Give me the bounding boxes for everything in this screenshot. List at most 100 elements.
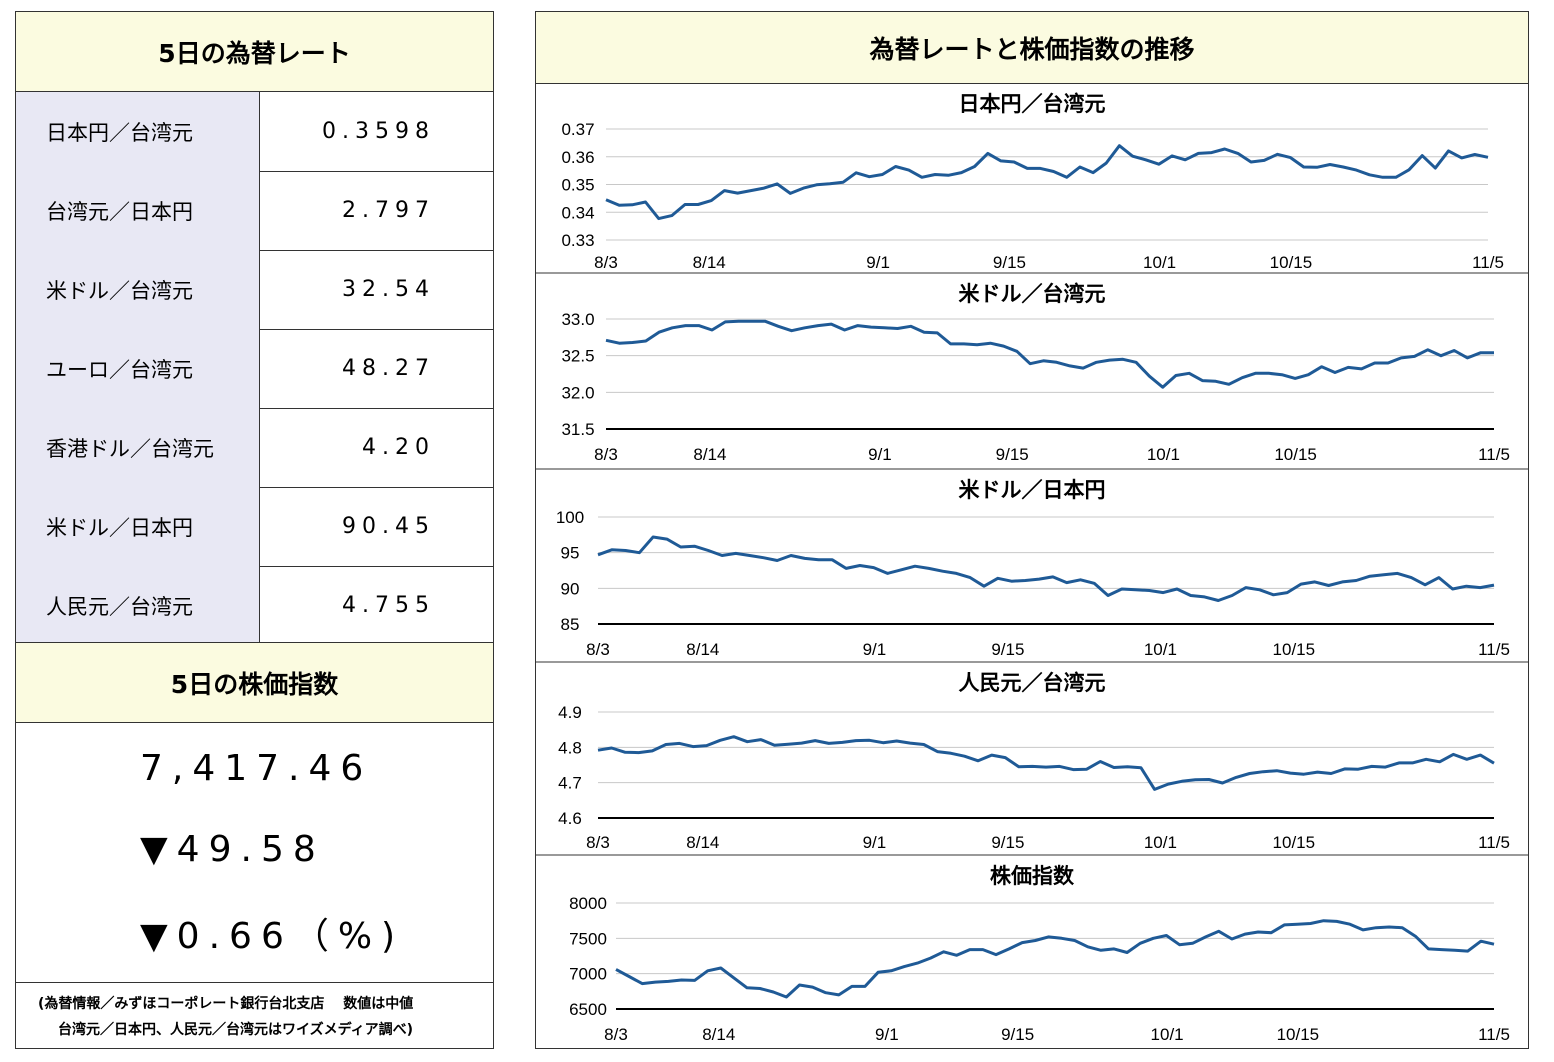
x-tick-label: 10/15	[1270, 253, 1313, 272]
chart-title: 日本円／台湾元	[959, 92, 1106, 116]
rates-panel: 5日の為替レート 日本円／台湾元 0.3598 台湾元／日本円 2.797 米ドル／台湾…	[15, 11, 494, 1049]
chart-5: 株価指数 6500 7000 7500 8000 8/3 8/14 9/1 9/15 10/1 10…	[536, 854, 1528, 1044]
x-tick-label: 8/3	[594, 253, 618, 272]
x-tick-label: 9/1	[866, 253, 890, 272]
x-tick-label: 8/14	[702, 1025, 735, 1044]
chart-3: 米ドル／日本円 85 90 95 100 8/3 8/14 9/1 9/15 10/1 10/15 1…	[536, 468, 1528, 659]
x-tick-label: 11/5	[1472, 253, 1504, 272]
x-tick-label: 9/1	[863, 833, 887, 852]
y-tick-label: 85	[561, 615, 580, 634]
y-tick-label: 0.36	[561, 148, 594, 167]
rate-row: ユーロ／台湾元 48.27	[16, 329, 493, 409]
y-tick-label: 8000	[569, 894, 607, 913]
rate-row: 香港ドル／台湾元 4.20	[16, 408, 493, 488]
y-tick-label: 32.0	[561, 383, 594, 402]
x-tick-label: 8/3	[586, 640, 610, 659]
charts-title: 為替レートと株価指数の推移	[536, 12, 1528, 84]
x-tick-label: 9/15	[991, 833, 1024, 852]
stock-title: 5日の株価指数	[16, 642, 493, 723]
x-tick-label: 8/3	[594, 445, 618, 464]
rate-row: 人民元／台湾元 4.755	[16, 566, 493, 646]
x-tick-label: 10/15	[1274, 445, 1317, 464]
rate-label: ユーロ／台湾元	[16, 329, 260, 408]
stock-index-value: 7,417.46	[140, 748, 373, 789]
chart-title: 米ドル／日本円	[959, 478, 1106, 502]
x-tick-label: 9/1	[863, 640, 887, 659]
chart-4: 人民元／台湾元 4.6 4.7 4.8 4.9 8/3 8/14 9/1 9/15 10/1 10/…	[536, 661, 1528, 852]
rate-value: 4.755	[342, 593, 435, 618]
rate-label: 人民元／台湾元	[16, 566, 260, 645]
rate-label: 米ドル／日本円	[16, 487, 260, 566]
rate-value: 4.20	[362, 435, 435, 460]
x-tick-label: 10/1	[1144, 833, 1177, 852]
y-tick-label: 6500	[569, 1000, 607, 1019]
x-tick-label: 8/3	[604, 1025, 628, 1044]
series-line	[605, 319, 1494, 389]
x-tick-label: 8/14	[693, 253, 726, 272]
x-tick-label: 9/1	[875, 1025, 899, 1044]
y-tick-label: 0.33	[561, 231, 594, 250]
x-tick-label: 11/5	[1478, 833, 1510, 852]
x-tick-label: 8/14	[686, 833, 719, 852]
y-tick-label: 4.6	[558, 809, 582, 828]
rate-value: 48.27	[342, 356, 435, 381]
y-tick-label: 0.37	[561, 120, 594, 139]
x-tick-label: 9/15	[1001, 1025, 1034, 1044]
rate-value: 2.797	[342, 198, 435, 223]
x-tick-label: 10/1	[1144, 640, 1177, 659]
y-tick-label: 0.35	[561, 176, 594, 195]
x-tick-label: 10/1	[1147, 445, 1180, 464]
x-tick-label: 9/15	[993, 253, 1026, 272]
y-tick-label: 4.9	[558, 703, 582, 722]
series-line	[597, 535, 1495, 602]
x-tick-label: 8/14	[686, 640, 719, 659]
rates-title: 5日の為替レート	[16, 12, 493, 92]
rate-value: 32.54	[342, 277, 435, 302]
x-tick-label: 10/1	[1151, 1025, 1184, 1044]
y-tick-label: 7500	[569, 929, 607, 948]
y-tick-label: 4.8	[558, 738, 582, 757]
y-tick-label: 4.7	[558, 774, 582, 793]
x-tick-label: 10/15	[1273, 640, 1316, 659]
rate-label: 米ドル／台湾元	[16, 250, 260, 329]
x-tick-label: 11/5	[1478, 1025, 1510, 1044]
chart-title: 米ドル／台湾元	[959, 282, 1106, 306]
x-tick-label: 10/15	[1273, 833, 1316, 852]
y-tick-label: 33.0	[561, 310, 594, 329]
rate-row: 米ドル／日本円 90.45	[16, 487, 493, 567]
x-tick-label: 11/5	[1478, 640, 1510, 659]
source-note-line2: 台湾元／日本円、人民元／台湾元はワイズメディア調べ)	[58, 1022, 413, 1038]
x-tick-label: 9/15	[991, 640, 1024, 659]
chart-2: 米ドル／台湾元 31.5 32.0 32.5 33.0 8/3 8/14 9/1 9/15 10/…	[536, 272, 1528, 464]
rate-row: 台湾元／日本円 2.797	[16, 171, 493, 251]
x-tick-label: 10/15	[1277, 1025, 1320, 1044]
rate-label: 香港ドル／台湾元	[16, 408, 260, 487]
y-tick-label: 100	[556, 508, 584, 527]
chart-title: 株価指数	[990, 864, 1075, 888]
rate-row: 米ドル／台湾元 32.54	[16, 250, 493, 330]
x-tick-label: 8/14	[693, 445, 726, 464]
y-tick-label: 7000	[569, 965, 607, 984]
x-tick-label: 11/5	[1478, 445, 1510, 464]
series-line	[615, 919, 1495, 999]
rate-row: 日本円／台湾元 0.3598	[16, 92, 493, 172]
y-tick-label: 0.34	[561, 203, 594, 222]
rate-value: 90.45	[342, 514, 435, 539]
x-tick-label: 10/1	[1143, 253, 1176, 272]
chart-1: 日本円／台湾元 0.33 0.34 0.35 0.36 0.37 8/3 8/14 9/1 9/1…	[561, 92, 1503, 272]
x-tick-label: 8/3	[586, 833, 610, 852]
y-tick-label: 32.5	[561, 347, 594, 366]
series-line	[605, 144, 1489, 221]
source-note-line1: (為替情報／みずほコーポレート銀行台北支店 数値は中値	[38, 996, 414, 1012]
chart-title: 人民元／台湾元	[959, 671, 1106, 695]
rate-label: 台湾元／日本円	[16, 171, 260, 250]
rate-value: 0.3598	[322, 119, 435, 144]
series-line	[597, 735, 1495, 791]
source-notes: (為替情報／みずほコーポレート銀行台北支店 数値は中値 台湾元／日本円、人民元／…	[16, 982, 493, 1048]
x-tick-label: 9/15	[996, 445, 1029, 464]
charts-area: 日本円／台湾元 0.33 0.34 0.35 0.36 0.37 8/3 8/14 9/1 9/1…	[536, 92, 1528, 1044]
y-tick-label: 95	[561, 544, 580, 563]
stock-index-change-percent: ▼0.66（%)	[140, 916, 405, 957]
y-tick-label: 31.5	[561, 420, 594, 439]
x-tick-label: 9/1	[868, 445, 892, 464]
